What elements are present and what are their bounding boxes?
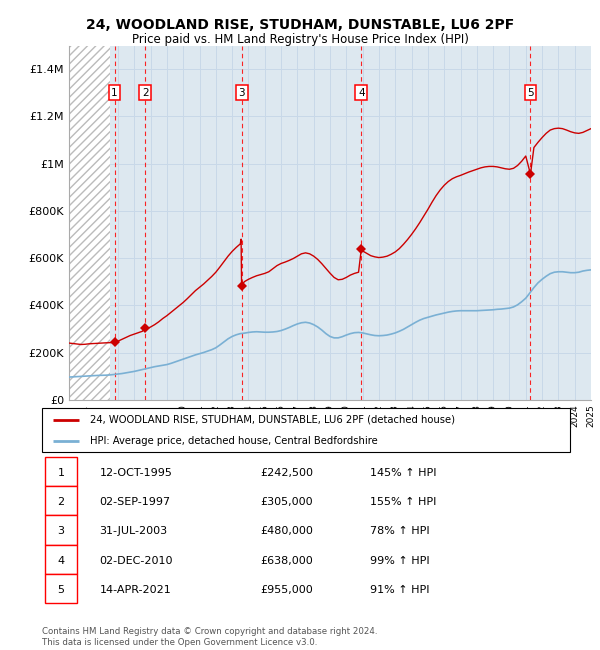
Text: 145% ↑ HPI: 145% ↑ HPI [370, 468, 436, 478]
Text: 91% ↑ HPI: 91% ↑ HPI [370, 585, 429, 595]
Text: 3: 3 [238, 88, 245, 97]
Text: 2: 2 [58, 497, 65, 507]
Text: HPI: Average price, detached house, Central Bedfordshire: HPI: Average price, detached house, Cent… [89, 436, 377, 446]
Text: £305,000: £305,000 [260, 497, 313, 507]
Text: 5: 5 [527, 88, 534, 97]
Text: Price paid vs. HM Land Registry's House Price Index (HPI): Price paid vs. HM Land Registry's House … [131, 32, 469, 46]
Text: 31-JUL-2003: 31-JUL-2003 [100, 526, 167, 536]
FancyBboxPatch shape [45, 574, 77, 603]
Text: 24, WOODLAND RISE, STUDHAM, DUNSTABLE, LU6 2PF (detached house): 24, WOODLAND RISE, STUDHAM, DUNSTABLE, L… [89, 415, 455, 425]
Text: 78% ↑ HPI: 78% ↑ HPI [370, 526, 429, 536]
FancyBboxPatch shape [45, 486, 77, 515]
Text: 4: 4 [358, 88, 365, 97]
Text: 4: 4 [58, 556, 65, 566]
Text: Contains HM Land Registry data © Crown copyright and database right 2024.
This d: Contains HM Land Registry data © Crown c… [42, 627, 377, 647]
Text: 3: 3 [58, 526, 65, 536]
Text: £638,000: £638,000 [260, 556, 313, 566]
Text: 2: 2 [142, 88, 148, 97]
Text: 02-DEC-2010: 02-DEC-2010 [100, 556, 173, 566]
Text: 1: 1 [58, 468, 65, 478]
Text: £955,000: £955,000 [260, 585, 313, 595]
Text: 99% ↑ HPI: 99% ↑ HPI [370, 556, 429, 566]
Text: 155% ↑ HPI: 155% ↑ HPI [370, 497, 436, 507]
FancyBboxPatch shape [45, 545, 77, 574]
Text: £242,500: £242,500 [260, 468, 313, 478]
FancyBboxPatch shape [45, 515, 77, 545]
Text: 1: 1 [111, 88, 118, 97]
Text: 24, WOODLAND RISE, STUDHAM, DUNSTABLE, LU6 2PF: 24, WOODLAND RISE, STUDHAM, DUNSTABLE, L… [86, 18, 514, 32]
Text: 12-OCT-1995: 12-OCT-1995 [100, 468, 172, 478]
Text: 02-SEP-1997: 02-SEP-1997 [100, 497, 170, 507]
FancyBboxPatch shape [42, 408, 570, 452]
Text: 14-APR-2021: 14-APR-2021 [100, 585, 171, 595]
Text: 5: 5 [58, 585, 65, 595]
FancyBboxPatch shape [45, 457, 77, 486]
Text: £480,000: £480,000 [260, 526, 313, 536]
